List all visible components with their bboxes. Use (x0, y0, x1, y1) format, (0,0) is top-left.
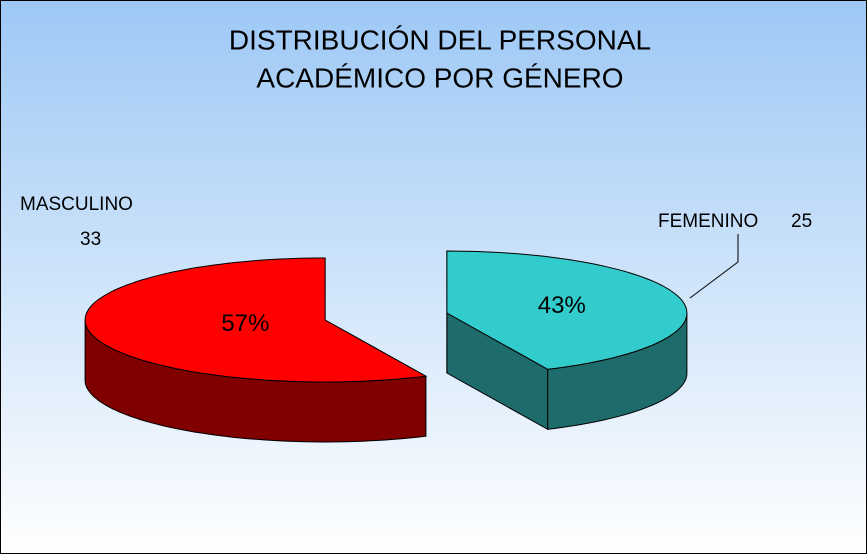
category-label: MASCULINO (20, 194, 133, 215)
percent-label: 43% (538, 292, 586, 319)
value-label: 25 (791, 211, 812, 232)
percent-label: 57% (221, 310, 269, 337)
leader-line (689, 234, 739, 299)
slice (446, 250, 688, 370)
slice (84, 257, 428, 383)
chart-title: ACADÉMICO POR GÉNERO (256, 62, 623, 93)
chart-title: DISTRIBUCIÓN DEL PERSONAL (229, 24, 651, 55)
value-label: 33 (80, 229, 101, 250)
pie: 43% 57% (84, 250, 688, 443)
category-label: FEMENINO (658, 211, 758, 232)
